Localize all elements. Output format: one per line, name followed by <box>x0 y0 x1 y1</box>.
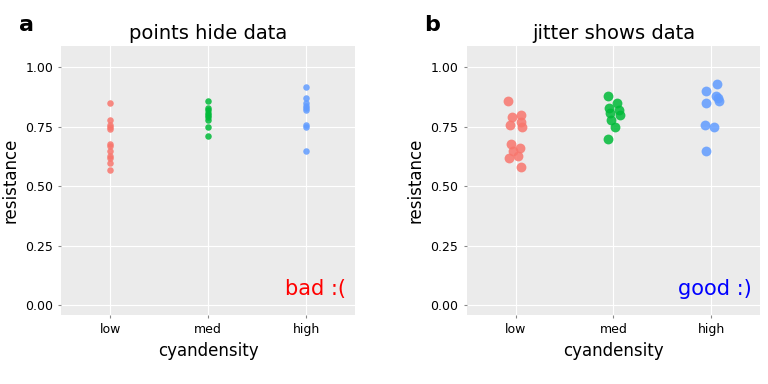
Point <box>202 98 214 104</box>
Point <box>300 121 313 127</box>
Point <box>502 155 515 161</box>
Point <box>202 107 214 113</box>
Point <box>516 124 528 130</box>
Point <box>202 133 214 139</box>
Point <box>505 141 517 147</box>
Point <box>104 126 117 132</box>
Point <box>502 98 514 104</box>
Point <box>505 114 518 121</box>
X-axis label: cyandensity: cyandensity <box>158 342 259 360</box>
Point <box>104 124 117 130</box>
Point <box>700 148 712 154</box>
Point <box>104 152 117 159</box>
Point <box>700 88 712 94</box>
Point <box>104 148 117 154</box>
Text: good :): good :) <box>678 279 752 299</box>
Point <box>202 112 214 118</box>
Point <box>513 145 525 151</box>
Point <box>104 160 117 166</box>
Title: points hide data: points hide data <box>129 24 287 43</box>
Text: b: b <box>425 15 440 35</box>
Point <box>611 100 624 106</box>
Point <box>609 124 621 130</box>
Point <box>104 155 117 161</box>
Point <box>104 141 117 147</box>
Point <box>300 100 313 106</box>
Point <box>601 93 614 99</box>
Point <box>300 83 313 89</box>
Point <box>614 112 627 118</box>
Point <box>515 112 527 118</box>
Text: a: a <box>19 15 35 35</box>
Point <box>700 100 713 106</box>
Point <box>708 124 720 130</box>
Point <box>710 93 723 99</box>
Point <box>104 167 117 173</box>
Point <box>202 114 214 121</box>
Text: bad :(: bad :( <box>285 279 346 299</box>
Y-axis label: resistance: resistance <box>407 138 425 223</box>
Point <box>202 109 214 116</box>
Point <box>300 95 313 101</box>
Point <box>601 136 614 142</box>
Point <box>515 164 527 170</box>
Point <box>202 124 214 130</box>
Point <box>507 148 519 154</box>
Point <box>504 121 516 127</box>
Point <box>300 148 313 154</box>
Point <box>604 109 616 116</box>
Point <box>698 121 710 127</box>
Point <box>202 117 214 123</box>
Point <box>104 100 117 106</box>
Title: jitter shows data: jitter shows data <box>532 24 695 43</box>
Point <box>613 107 625 113</box>
Point <box>602 105 614 111</box>
Point <box>515 119 528 125</box>
Y-axis label: resistance: resistance <box>2 138 19 223</box>
Point <box>104 121 117 127</box>
Point <box>104 143 117 149</box>
Point <box>711 81 723 87</box>
Point <box>300 107 313 113</box>
Point <box>511 152 524 159</box>
Point <box>712 95 724 101</box>
Point <box>604 117 617 123</box>
Point <box>300 103 313 109</box>
X-axis label: cyandensity: cyandensity <box>563 342 664 360</box>
Point <box>300 124 313 130</box>
Point <box>202 105 214 111</box>
Point <box>104 117 117 123</box>
Point <box>713 98 725 104</box>
Point <box>300 105 313 111</box>
